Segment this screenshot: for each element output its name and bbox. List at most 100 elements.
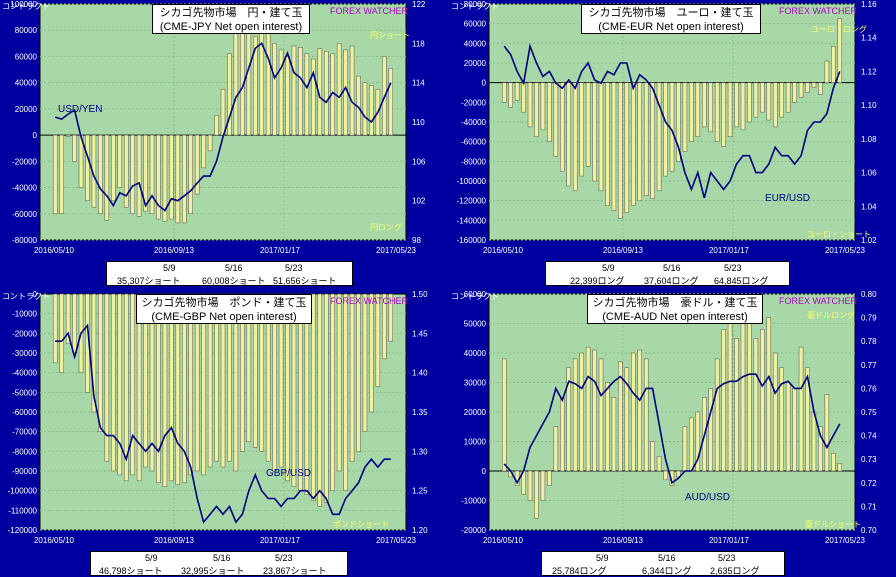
y2-tick-label: 110 [412,118,425,127]
bar [818,426,823,472]
legend-date: 5/23 [285,263,303,273]
bar [734,82,739,128]
bar [611,397,617,472]
y-tick-label: -50000 [12,388,37,397]
bar [59,293,64,373]
bar [598,358,604,472]
legend-value: 51,656ショート [273,276,337,286]
y-tick-label: -40000 [461,118,486,127]
legend-date: 5/23 [718,553,736,563]
y2-tick-label: 122 [412,0,426,9]
bar [188,134,193,215]
legend-value: 6,344ロング [642,566,692,576]
bar [194,134,200,195]
y-tick-label: -90000 [12,467,37,476]
bar [98,293,103,432]
y-tick-label: 40000 [464,349,487,358]
x-tick-label: 2017/01/17 [709,246,750,255]
legend-date: 5/16 [658,553,676,563]
bar [65,293,71,344]
x-tick-label: 2017/01/17 [260,246,301,255]
y2-tick-label: 1.04 [861,202,877,211]
y2-tick-label: 1.08 [861,135,877,144]
y-tick-label: 40000 [15,79,38,88]
chart-title: シカゴ先物市場 豪ドル・建て玉 (CME-AUD Net open intere… [587,294,763,324]
bar [65,134,71,137]
bar [831,46,836,83]
y2-tick-label: 1.30 [412,447,428,456]
top-corner-label: ユーロ・ロング [811,25,867,34]
bar [527,82,533,128]
bar [59,134,64,215]
bar [311,293,316,501]
y-tick-label: -10000 [12,310,37,319]
bar [72,293,77,354]
bar [818,82,823,95]
bar [330,293,335,491]
watermark: FOREX WATCHER [330,296,408,306]
bar [343,293,348,491]
x-tick-label: 2016/09/13 [603,246,644,255]
bar [527,470,533,501]
bar [695,82,701,137]
bar [702,82,707,128]
chart-svg: 100000 80000 60000 40000 20000 0 -20000 -40000 -… [10,0,426,255]
y-tick-label: -60000 [461,138,486,147]
bar [175,134,181,224]
bar [547,470,552,486]
bar [785,382,791,472]
bar [650,441,655,472]
watermark: FOREX WATCHER [779,296,857,306]
bar [779,367,784,472]
bar [156,134,161,220]
y-tick-label: 0 [482,79,487,88]
chart-panel-eur: 80000 60000 40000 20000 0 -20000 -40000 -60000 -… [449,0,895,287]
bar [553,426,559,472]
bar [637,349,642,472]
legend-date: 5/9 [602,263,615,273]
bar [747,308,752,472]
bar [579,82,584,177]
bar [388,293,394,342]
y2-tick-label: 0.77 [861,361,877,370]
bar [233,24,239,136]
y-tick-label: -60000 [12,210,37,219]
chart-svg: 60000 50000 40000 30000 20000 10000 0 -10000 -20… [461,290,877,545]
bar [240,20,245,136]
y2-tick-label: 114 [412,79,425,88]
bar [388,67,394,136]
y-tick-label: -120000 [8,526,38,535]
chart-title: シカゴ先物市場 円・建て玉 (CME-JPY Net open interest… [152,4,310,34]
bar [369,293,374,413]
x-tick-label: 2017/05/23 [825,246,866,255]
bar [501,358,507,472]
bar [362,82,368,136]
bar [792,388,797,472]
bar [98,134,103,215]
chart-title: シカゴ先物市場 ポンド・建て玉 (CME-GBP Net open intere… [136,294,312,324]
bar [772,82,778,128]
bar [117,134,123,188]
x-tick-label: 2016/09/13 [154,246,195,255]
y-tick-label: -10000 [461,497,486,506]
bar [336,293,342,472]
y-tick-label: -80000 [461,157,486,166]
bar [553,82,559,157]
x-tick-label: 2016/09/13 [154,536,195,545]
bar [220,88,226,136]
bar [618,361,623,472]
y-tick-label: -20000 [461,526,486,535]
y2-tick-label: 1.20 [412,526,428,535]
y2-tick-label: 1.12 [861,67,877,76]
bar [317,293,323,507]
y-tick-label: -100000 [457,177,487,186]
y-tick-label: -60000 [12,408,37,417]
legend-value: 2,635ロング [710,566,760,576]
legend-date: 5/9 [163,263,176,273]
y-tick-label: 60000 [15,52,38,61]
y2-tick-label: 1.10 [861,101,877,110]
bar [740,323,746,472]
bar [592,349,597,472]
bar [136,134,142,217]
x-tick-label: 2016/05/10 [34,536,75,545]
